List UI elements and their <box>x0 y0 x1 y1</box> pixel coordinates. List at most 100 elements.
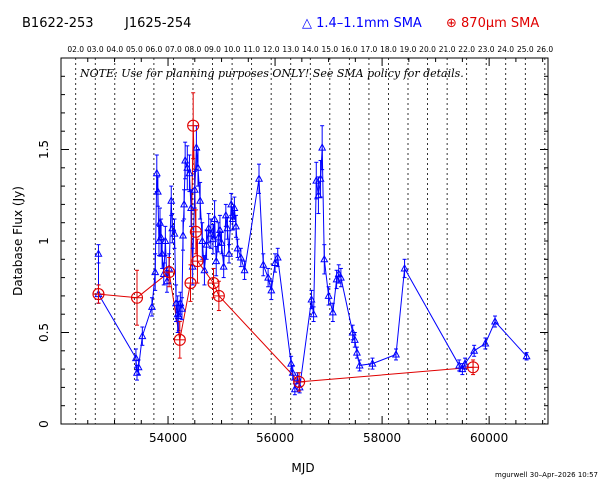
triangle-marker <box>522 351 531 361</box>
triangle-marker <box>271 253 280 273</box>
year-label: 05.0 <box>126 45 143 54</box>
year-label: 16.0 <box>341 45 358 54</box>
triangle-point <box>225 249 234 257</box>
triangle-marker <box>324 286 333 306</box>
triangle-marker <box>206 218 215 249</box>
triangle-point <box>162 276 171 285</box>
triangle-marker <box>170 218 179 249</box>
year-label: 08.0 <box>185 45 202 54</box>
triangle-point <box>155 218 165 226</box>
triangle-marker <box>151 253 160 291</box>
x-tick-label: 56000 <box>256 431 294 445</box>
circle-plus-marker <box>191 238 204 284</box>
triangle-point <box>206 229 215 237</box>
year-label: 18.0 <box>380 45 397 54</box>
triangle-marker <box>190 170 199 209</box>
triangle-marker <box>147 297 157 317</box>
triangle-marker <box>461 357 470 370</box>
year-label: 23.0 <box>478 45 495 54</box>
triangle-point <box>254 174 264 182</box>
triangle-point <box>187 203 196 212</box>
year-label: 21.0 <box>439 45 456 54</box>
circle-plus-marker <box>467 359 480 376</box>
triangle-point <box>461 359 470 367</box>
triangle-marker <box>287 355 296 372</box>
triangle-point <box>177 304 186 312</box>
triangle-point <box>352 348 361 356</box>
triangle-marker <box>212 245 221 277</box>
triangle-point <box>355 360 364 369</box>
triangle-point <box>231 221 241 230</box>
triangle-marker <box>157 218 166 257</box>
y-tick-label: 0 <box>37 420 51 428</box>
triangle-point <box>314 190 323 199</box>
triangle-marker <box>307 289 316 310</box>
triangle-marker <box>231 214 241 238</box>
y-axis-label: Database Flux (Jy) <box>11 186 25 296</box>
triangle-point <box>227 199 236 208</box>
year-label: 12.0 <box>263 45 280 54</box>
year-label: 04.0 <box>106 45 123 54</box>
year-label: 10.0 <box>224 45 241 54</box>
triangle-point <box>94 249 103 257</box>
triangle-point <box>309 309 318 318</box>
series-lines <box>98 125 527 390</box>
triangle-point <box>190 185 199 193</box>
triangle-point <box>288 368 297 376</box>
triangle-point <box>273 252 282 261</box>
triangle-point <box>192 143 201 151</box>
year-label: 17.0 <box>361 45 378 54</box>
triangle-marker <box>202 229 211 260</box>
triangle-point <box>271 258 280 266</box>
triangle-marker <box>152 154 161 193</box>
triangle-point <box>181 155 190 164</box>
triangle-marker <box>217 231 226 255</box>
triangle-marker <box>219 255 228 279</box>
legend-red: ⊕ 870µm SMA <box>446 16 539 31</box>
triangle-point <box>154 236 163 244</box>
triangle-point <box>328 307 337 316</box>
y-tick-label: 1 <box>37 237 51 245</box>
triangle-point <box>318 143 327 151</box>
triangle-point <box>138 331 147 340</box>
triangle-point <box>208 234 218 243</box>
x-axis-label: MJD <box>291 461 314 475</box>
signature: mgurwell 30–Apr–2026 10:57 <box>495 471 598 479</box>
year-label: 15.0 <box>321 45 338 54</box>
triangle-point <box>168 223 177 232</box>
triangle-marker <box>172 284 181 323</box>
triangle-marker <box>328 302 337 323</box>
triangle-marker <box>267 280 276 301</box>
triangle-point <box>470 346 479 354</box>
legend-blue: △ 1.4–1.1mm SMA <box>302 16 422 31</box>
triangle-point <box>158 249 167 257</box>
triangle-marker <box>400 258 409 279</box>
year-label: 14.0 <box>302 45 319 54</box>
triangle-point <box>147 302 157 310</box>
triangle-marker <box>240 260 249 280</box>
triangle-marker <box>309 306 318 323</box>
triangle-marker <box>391 348 401 361</box>
x-tick-label: 54000 <box>149 431 187 445</box>
triangle-marker <box>227 192 236 216</box>
circle-plus-marker <box>163 256 176 288</box>
triangle-point <box>200 265 209 274</box>
triangle-marker <box>134 359 143 376</box>
triangle-point <box>240 265 249 274</box>
triangle-point <box>316 174 325 182</box>
triangle-point <box>157 232 166 241</box>
triangle-point <box>223 223 232 232</box>
triangle-point <box>324 291 333 299</box>
triangle-marker <box>223 216 232 240</box>
triangle-point <box>522 351 531 360</box>
triangle-point <box>334 269 343 277</box>
triangle-point <box>185 168 194 177</box>
triangle-marker <box>273 247 282 268</box>
year-labels: 02.0 03.0 04.0 05.0 06.0 07.0 08.0 09.0 10.0 11.0… <box>67 45 553 54</box>
triangle-marker <box>355 359 364 372</box>
triangle-point <box>210 214 219 223</box>
triangle-point <box>151 267 160 276</box>
triangle-point <box>204 223 213 232</box>
triangle-marker <box>368 357 377 370</box>
triangle-point <box>219 262 228 270</box>
